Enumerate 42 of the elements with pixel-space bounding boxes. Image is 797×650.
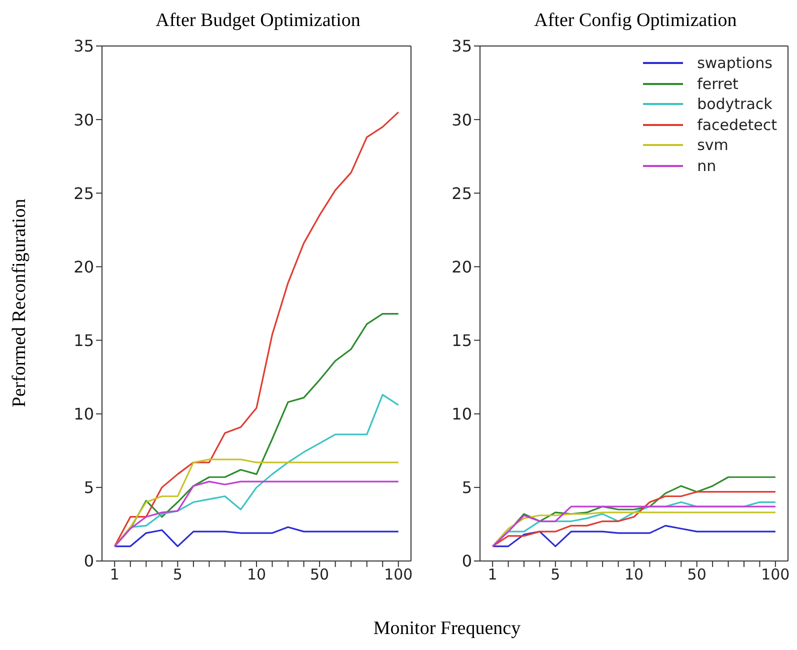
y-tick-label: 0 [462, 552, 472, 571]
x-tick-label: 100 [761, 566, 790, 584]
x-tick-label: 10 [246, 566, 266, 584]
line-series [492, 524, 776, 548]
x-tick-label: 1 [488, 566, 498, 584]
y-tick-label: 30 [74, 110, 94, 130]
legend-label: swaptions [697, 54, 772, 72]
line-series [114, 526, 400, 548]
chart-title: After Config Optimization [533, 10, 738, 32]
x-tick-label: 10 [624, 566, 644, 584]
y-tick-label: 5 [84, 478, 94, 498]
legend-label: facedetect [697, 116, 777, 134]
x-tick-label: 50 [310, 566, 330, 584]
line-series [114, 111, 400, 548]
x-tick-label: 5 [550, 566, 560, 584]
legend-label: ferret [697, 74, 738, 93]
y-tick-label: 15 [74, 330, 94, 350]
line-series [114, 458, 400, 548]
y-tick-label: 10 [74, 404, 94, 424]
y-tick-label: 30 [452, 110, 472, 130]
x-tick-label: 1 [110, 566, 120, 584]
y-axis-title: Performed Reconfiguration [9, 198, 31, 408]
legend-label: svm [697, 136, 728, 154]
legend-label: nn [697, 156, 716, 175]
x-tick-label: 100 [384, 566, 413, 584]
y-tick-label: 35 [74, 36, 94, 56]
line-series [492, 491, 776, 548]
y-tick-label: 25 [74, 184, 94, 203]
y-tick-label: 15 [452, 330, 472, 350]
chart-title: After Budget Optimization [154, 10, 362, 32]
x-tick-label: 5 [172, 566, 182, 584]
y-tick-label: 20 [74, 257, 94, 276]
line-series [114, 480, 400, 548]
y-tick-label: 0 [84, 552, 94, 571]
legend-label: bodytrack [697, 95, 772, 114]
x-axis-title: Monitor Frequency [372, 618, 522, 640]
y-tick-label: 5 [462, 478, 472, 498]
y-tick-label: 35 [452, 36, 472, 56]
y-tick-label: 10 [452, 404, 472, 424]
y-tick-label: 25 [452, 184, 472, 203]
y-tick-label: 20 [452, 257, 472, 276]
x-tick-label: 50 [687, 566, 706, 584]
